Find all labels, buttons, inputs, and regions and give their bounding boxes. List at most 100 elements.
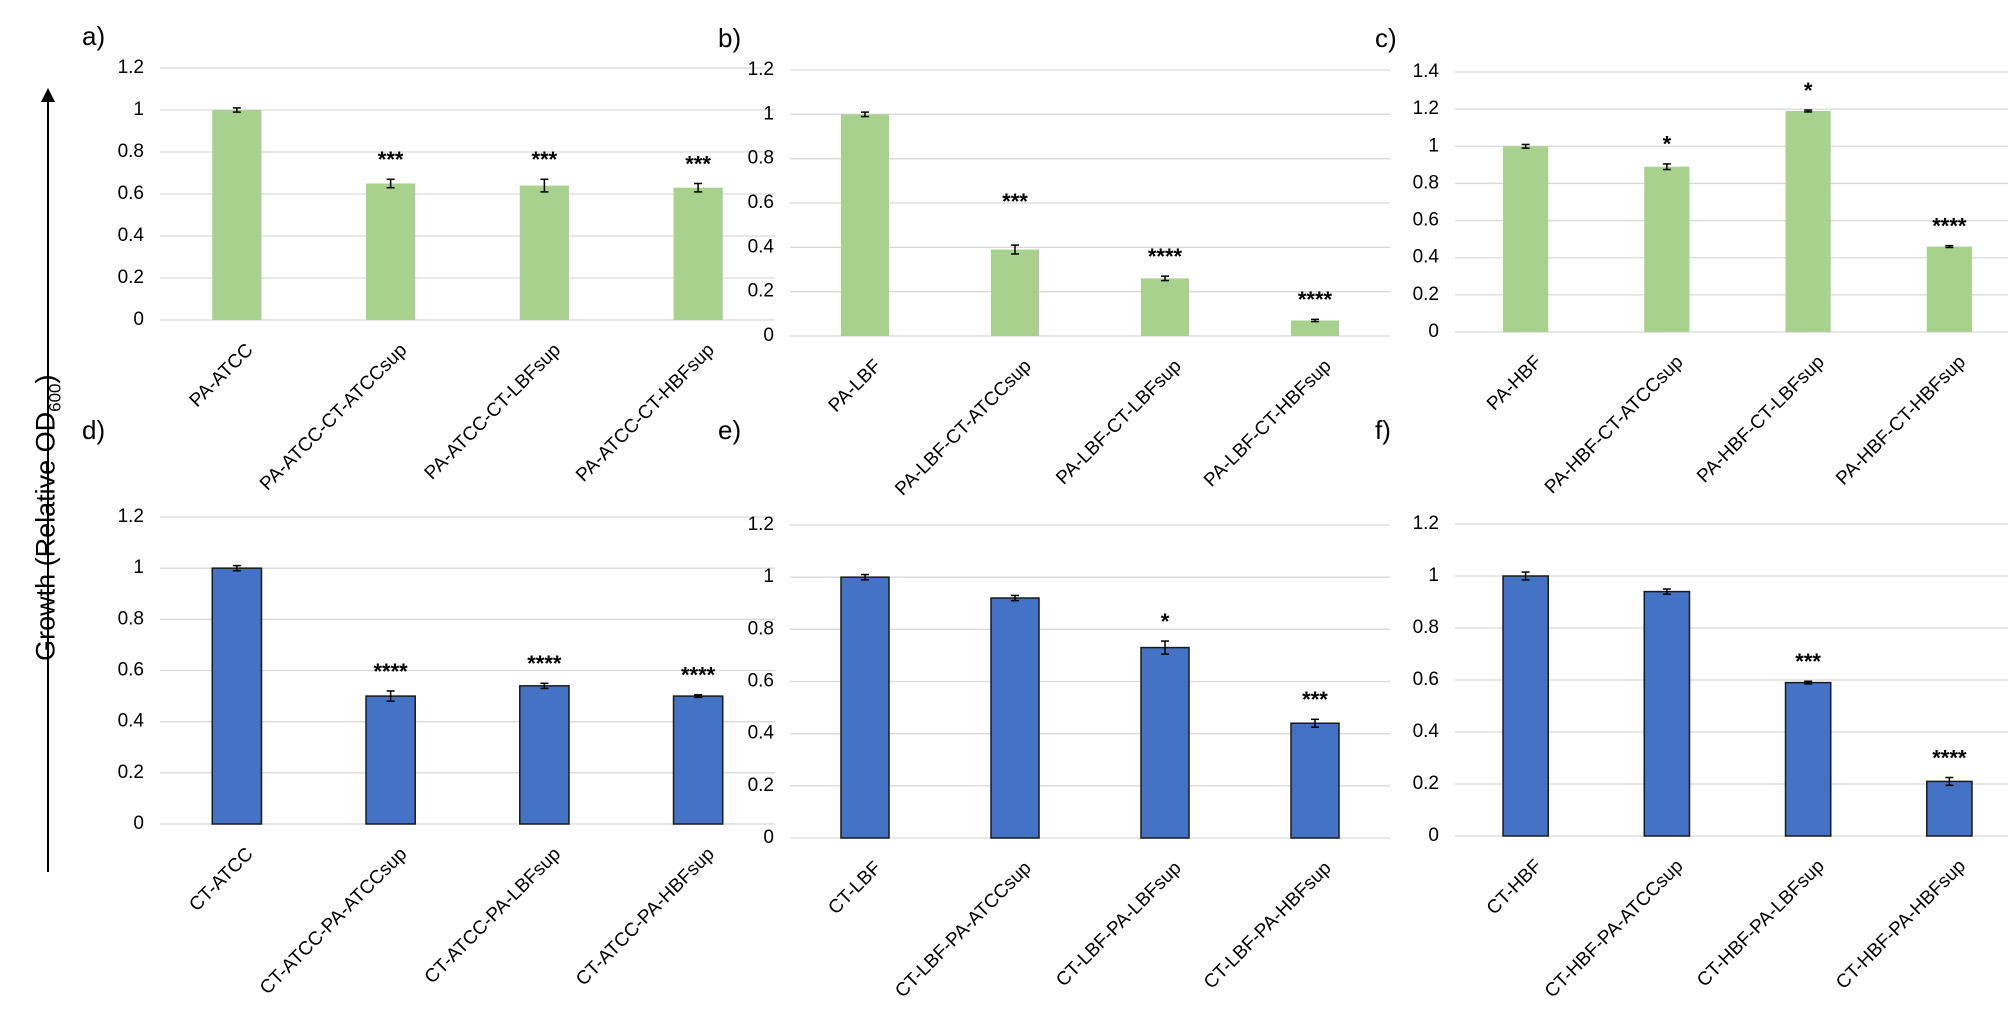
category-label: PA-LBF-CT-HBFsup xyxy=(1200,356,1336,492)
y-tick-label: 1 xyxy=(763,566,774,587)
category-label: CT-LBF-PA-LBFsup xyxy=(1052,858,1185,991)
significance-marker: *** xyxy=(1002,189,1028,214)
y-tick-label: 0.8 xyxy=(118,608,144,629)
bar xyxy=(1503,146,1549,332)
category-label: PA-HBF xyxy=(1483,352,1546,415)
y-tick-label: 0 xyxy=(1428,825,1439,846)
y-tick-label: 1 xyxy=(133,557,144,578)
category-label: PA-HBF-CT-HBFsup xyxy=(1832,352,1970,490)
bar xyxy=(840,576,890,839)
y-tick-label: 1.2 xyxy=(748,514,774,535)
significance-marker: **** xyxy=(681,663,716,688)
bar xyxy=(1784,681,1832,837)
panel-a: a) 0 0.2 0.4 0.6 0.8 1 1.2 PA-ATCC *** PA-ATCC-CT-… xyxy=(82,21,775,495)
y-tick-label: 0.6 xyxy=(118,660,144,681)
significance-marker: * xyxy=(1804,78,1813,103)
bar xyxy=(673,187,723,320)
panel-d: d) 0 0.2 0.4 0.6 0.8 1 1.2 CT-ATCC **** CT-ATCC-PA… xyxy=(82,415,775,999)
y-tick-label: 1.2 xyxy=(748,59,774,80)
panel-b: b) 0 0.2 0.4 0.6 0.8 1 1.2 PA-LBF *** PA-LBF-CT-AT… xyxy=(718,23,1390,500)
category-label: CT-ATCC-PA-HBFsup xyxy=(572,844,718,990)
y-tick-label: 0 xyxy=(1428,321,1439,342)
y-tick-label: 0.4 xyxy=(118,711,145,732)
panel-label: c) xyxy=(1375,23,1397,53)
y-tick-label: 0.6 xyxy=(1413,669,1439,690)
significance-marker: *** xyxy=(532,147,558,172)
y-tick-label: 0.2 xyxy=(748,775,774,796)
category-label: CT-HBF-PA-HBFsup xyxy=(1832,856,1970,994)
significance-marker: *** xyxy=(1795,649,1821,674)
panel-f: f) 0 0.2 0.4 0.6 0.8 1 1.2 CT-HBFCT-HBF-PA-ATCCs… xyxy=(1375,415,2008,1002)
y-tick-label: 0 xyxy=(763,325,774,346)
panel-label: d) xyxy=(82,415,105,445)
bar xyxy=(1926,246,1972,332)
category-label: PA-ATCC xyxy=(186,340,258,412)
y-tick-label: 1 xyxy=(1428,135,1439,156)
bar xyxy=(1291,320,1339,336)
panel-label: a) xyxy=(82,21,105,51)
bar xyxy=(365,695,416,825)
category-label: CT-ATCC-PA-ATCCsup xyxy=(256,844,411,999)
y-tick-label: 0.8 xyxy=(1413,617,1439,638)
y-tick-label: 0.8 xyxy=(1413,172,1439,193)
significance-marker: * xyxy=(1663,132,1672,157)
y-tick-label: 0 xyxy=(133,309,144,330)
y-tick-label: 0.4 xyxy=(1413,247,1440,268)
bar xyxy=(991,249,1039,336)
y-tick-label: 1 xyxy=(1428,565,1439,586)
significance-marker: **** xyxy=(1932,213,1967,238)
panel-label: b) xyxy=(718,23,741,53)
y-tick-label: 0.4 xyxy=(748,236,775,257)
bar xyxy=(672,695,724,825)
bar xyxy=(366,183,416,320)
category-label: CT-ATCC-PA-LBFsup xyxy=(421,844,565,988)
panel-e: e) 0 0.2 0.4 0.6 0.8 1 1.2 CT-LBF CT-LBF-PA-ATCCs… xyxy=(718,415,1390,1002)
panel-label: e) xyxy=(718,415,741,445)
category-label: CT-HBF-PA-ATCCsup xyxy=(1541,856,1687,1002)
y-tick-label: 0.4 xyxy=(118,225,145,246)
category-label: PA-HBF-CT-LBFsup xyxy=(1693,352,1829,488)
y-tick-label: 0.4 xyxy=(748,723,775,744)
y-tick-label: 0.4 xyxy=(1413,721,1440,742)
y-tick-label: 1 xyxy=(133,99,144,120)
category-label: CT-LBF-PA-HBFsup xyxy=(1200,858,1336,994)
y-tick-label: 0.8 xyxy=(118,141,144,162)
bar xyxy=(519,185,569,320)
y-tick-label: 1 xyxy=(763,103,774,124)
bar xyxy=(1290,722,1340,839)
significance-marker: **** xyxy=(1298,287,1333,312)
y-tick-label: 0.2 xyxy=(1413,284,1439,305)
category-label: PA-LBF-CT-ATCCsup xyxy=(891,356,1035,500)
category-label: CT-HBF xyxy=(1483,856,1546,919)
category-label: PA-LBF-CT-LBFsup xyxy=(1052,356,1185,489)
category-label: CT-LBF xyxy=(824,858,885,919)
y-tick-label: 0.6 xyxy=(118,183,144,204)
y-tick-label: 0 xyxy=(133,813,144,834)
y-tick-label: 1.4 xyxy=(1413,61,1440,82)
bar xyxy=(1644,166,1690,332)
y-tick-label: 1.2 xyxy=(1413,513,1439,534)
bar xyxy=(519,685,570,825)
bar xyxy=(1643,590,1691,837)
y-tick-label: 0 xyxy=(763,827,774,848)
category-label: PA-ATCC-CT-ATCCsup xyxy=(256,340,411,495)
significance-marker: *** xyxy=(685,151,711,176)
significance-marker: * xyxy=(1161,609,1170,634)
significance-marker: **** xyxy=(374,659,409,684)
bar xyxy=(990,597,1040,839)
bar xyxy=(211,567,263,825)
y-tick-label: 1.2 xyxy=(118,506,144,527)
bar xyxy=(841,114,889,336)
bar xyxy=(1502,575,1549,837)
significance-marker: **** xyxy=(527,651,562,676)
significance-marker: **** xyxy=(1148,244,1183,269)
y-tick-label: 0.2 xyxy=(118,762,144,783)
y-tick-label: 0.6 xyxy=(748,671,774,692)
y-tick-label: 0.6 xyxy=(1413,210,1439,231)
y-tick-label: 0.2 xyxy=(748,281,774,302)
bar xyxy=(212,110,262,320)
significance-marker: *** xyxy=(1302,687,1328,712)
y-tick-label: 0.2 xyxy=(1413,773,1439,794)
significance-marker: *** xyxy=(378,147,404,172)
